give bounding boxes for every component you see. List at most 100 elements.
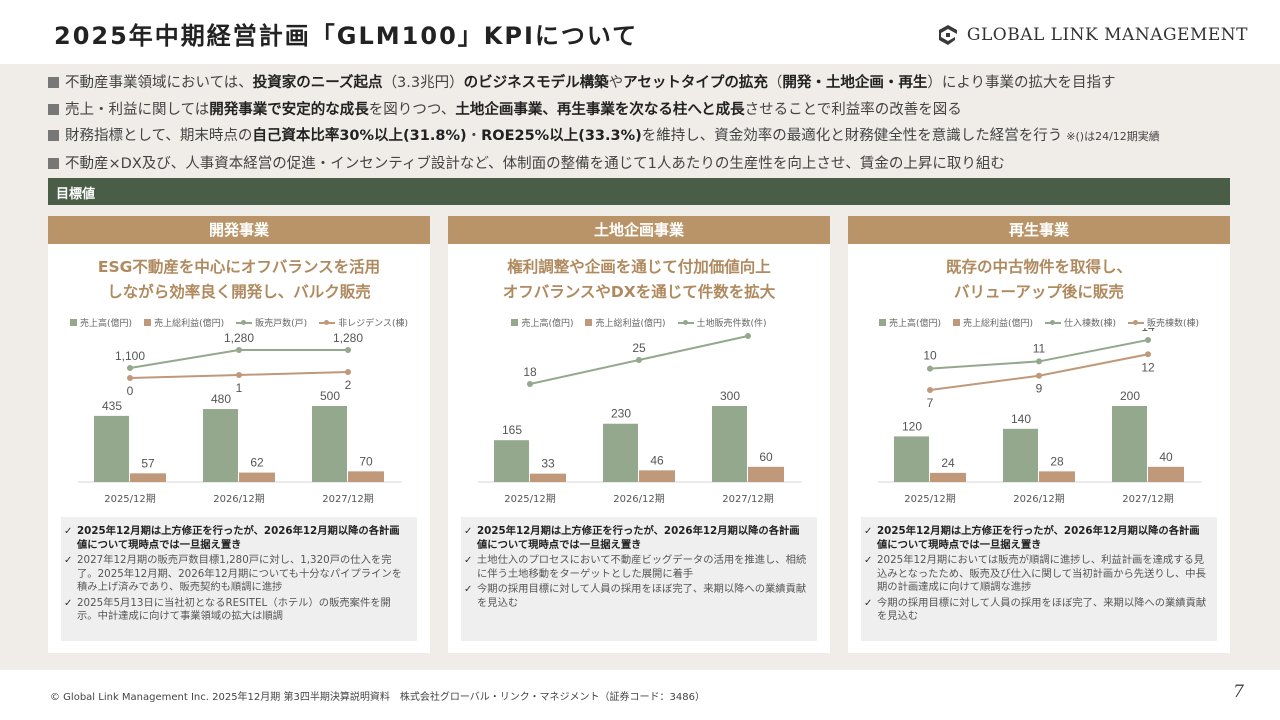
series-point [345, 347, 351, 353]
bar-sales [312, 406, 347, 482]
line-point-label: 2 [345, 378, 352, 392]
bar-sales [1003, 428, 1038, 482]
bullet-text: 不動産×DX及び、人事資本経営の促進・インセンティブ設計など、体制面の整備を通じ… [65, 155, 1005, 172]
bullet-emphasis: ROE25%以上(33.3%) [481, 128, 642, 144]
bar-sales-label: 140 [1011, 412, 1031, 426]
panel-subtitle-line: オフバランスやDXを通じて件数を拡大 [502, 283, 776, 301]
target-section-bar: 目標値 [48, 178, 1230, 205]
bullet-emphasis: 開発・土地企画・再生 [782, 75, 928, 91]
legend-label: 売上総利益(億円) [962, 319, 1033, 329]
note-text: 2025年12月期は上方修正を行ったが、2026年12月期以降の各計画値について… [477, 525, 800, 551]
legend-swatch [952, 319, 960, 326]
legend-item: 販売戸数(戸) [236, 316, 307, 329]
legend-line-icon [319, 319, 336, 326]
chart-legend: 売上高(億円) 売上総利益(億円) 土地販売件数(件) [448, 316, 830, 329]
legend-label: 売上高(億円) [80, 319, 133, 329]
bar-gross-profit [348, 471, 384, 482]
panel-subtitle-line: バリューアップ後に販売 [954, 283, 1124, 301]
logo-text: GLOBAL LINK MANAGEMENT [966, 25, 1248, 45]
policy-bullet: 不動産事業領域においては、投資家のニーズ起点（3.3兆円）のビジネスモデル構築や… [48, 70, 1248, 97]
bullet-text: させることで利益率の改善を図る [744, 101, 962, 118]
check-icon: ✓ [464, 555, 473, 566]
note-text: 2025年12月期は上方修正を行ったが、2026年12月期以降の各計画値について… [877, 525, 1200, 551]
bar-gross-profit [930, 472, 966, 482]
legend-label: 売上高(億円) [521, 319, 574, 329]
bar-profit-label: 62 [250, 456, 264, 470]
line-point-label: 1,280 [333, 331, 363, 345]
panel-renovation: 再生事業 既存の中古物件を取得し、 バリューアップ後に販売 売上高(億円) 売上総利益(… [848, 216, 1230, 653]
panel-title: 土地企画事業 [448, 216, 830, 244]
kpi-chart: 165 33 2025/12期 230 46 2026/12期 300 60 2027/12期 1… [478, 328, 802, 505]
line-point-label: 9 [1036, 382, 1043, 396]
legend-label: 非レジデンス(棟) [338, 319, 408, 329]
line-point-label: 1,280 [224, 331, 254, 345]
page-title: 2025年中期経営計画「GLM100」KPIについて [54, 22, 639, 50]
x-tick-label: 2027/12期 [1122, 493, 1174, 505]
x-tick-label: 2025/12期 [504, 493, 556, 505]
bullet-text: や [608, 75, 624, 91]
line-point-label: 18 [523, 365, 537, 379]
check-icon: ✓ [64, 555, 73, 566]
check-icon: ✓ [864, 597, 873, 609]
line-point-label: 11 [1033, 341, 1046, 355]
legend-swatch [511, 319, 519, 326]
legend-item: 販売棟数(棟) [1128, 316, 1199, 329]
legend-line-icon [677, 319, 694, 326]
series-point [345, 369, 351, 375]
target-label: 目標値 [56, 187, 96, 202]
content-area: 不動産事業領域においては、投資家のニーズ起点（3.3兆円）のビジネスモデル構築や… [0, 64, 1280, 670]
legend-line-icon [1045, 319, 1061, 326]
bullet-note: ※()は24/12期実績 [1066, 130, 1160, 143]
legend-item: 売上総利益(億円) [952, 316, 1033, 329]
note-item: ✓ 今期の採用目標に対して人員の採用をほぼ完了、来期以降への業績貢献を見込む [861, 597, 1209, 624]
policy-bullet: 不動産×DX及び、人事資本経営の促進・インセンティブ設計など、体制面の整備を通じ… [48, 151, 1248, 178]
bullet-text: （3.3兆円） [382, 75, 464, 91]
bullet-emphasis: のビジネスモデル構築 [463, 75, 609, 91]
series-point [1145, 337, 1151, 343]
policy-bullets: 不動産事業領域においては、投資家のニーズ起点（3.3兆円）のビジネスモデル構築や… [48, 70, 1248, 177]
bullet-text: 不動産事業領域においては、 [65, 75, 253, 91]
legend-swatch [878, 319, 886, 326]
series-point [1036, 372, 1042, 379]
bar-profit-label: 24 [941, 456, 955, 470]
legend-item: 非レジデンス(棟) [319, 316, 408, 329]
series-point [236, 372, 242, 378]
bullet-square-icon [48, 130, 59, 141]
bar-profit-label: 70 [359, 454, 373, 468]
line-point-label: 0 [127, 384, 134, 398]
x-tick-label: 2026/12期 [1013, 493, 1065, 505]
legend-item: 売上総利益(億円) [144, 316, 224, 329]
line-point-label: 7 [927, 396, 934, 410]
legend-label: 仕入棟数(棟) [1064, 319, 1117, 329]
bullet-text: （ [767, 75, 783, 91]
line-point-label: 12 [1141, 360, 1155, 374]
bullet-emphasis: アセットタイプの拡充 [623, 75, 768, 91]
bullet-emphasis: 開発事業で安定的な成長 [209, 101, 369, 118]
bar-gross-profit [1039, 471, 1075, 482]
bar-gross-profit [1148, 466, 1184, 482]
chart-legend: 売上高(億円) 売上総利益(億円) 販売戸数(戸) 非レジデンス(棟) [48, 316, 430, 329]
bar-gross-profit [639, 470, 675, 482]
check-icon: ✓ [864, 526, 873, 537]
bullet-emphasis: 自己資本比率30%以上(31.8%) [252, 128, 467, 144]
bullet-square-icon [48, 157, 59, 169]
note-item: ✓ 2025年12月期は上方修正を行ったが、2026年12月期以降の各計画値につい… [861, 525, 1209, 552]
legend-item: 土地販売件数(件) [677, 316, 767, 329]
note-item: ✓ 2027年12月期の販売戸数目標1,280戸に対し、1,320戸の仕入を完了。… [61, 554, 409, 595]
series-point [236, 347, 242, 353]
panel-subtitle: 既存の中古物件を取得し、 バリューアップ後に販売 [848, 255, 1230, 305]
note-text: 2025年12月期においては販売が順調に進捗し、利益計画を達成する見込みとなった… [877, 554, 1206, 593]
check-icon: ✓ [464, 526, 473, 537]
series-point [1145, 351, 1151, 358]
note-item: ✓ 2025年12月期は上方修正を行ったが、2026年12月期以降の各計画値につい… [61, 525, 409, 552]
policy-bullet: 財務指標として、期末時点の自己資本比率30%以上(31.8%)・ROE25%以上… [48, 123, 1248, 151]
panel-subtitle-line: ESG不動産を中心にオフバランスを活用 [97, 258, 381, 276]
x-tick-label: 2027/12期 [722, 493, 774, 505]
bar-gross-profit [530, 473, 566, 482]
x-tick-label: 2026/12期 [613, 493, 665, 505]
bar-sales [712, 406, 747, 482]
bar-sales-label: 300 [720, 389, 740, 403]
copyright-text: © Global Link Management Inc. 2025年12月期 … [50, 692, 705, 703]
bullet-text: を維持し、資金効率の最適化と財務健全性を意識した経営を行う [641, 128, 1063, 144]
kpi-chart: 120 24 2025/12期 140 28 2026/12期 200 40 2027/12期 1… [878, 328, 1202, 505]
